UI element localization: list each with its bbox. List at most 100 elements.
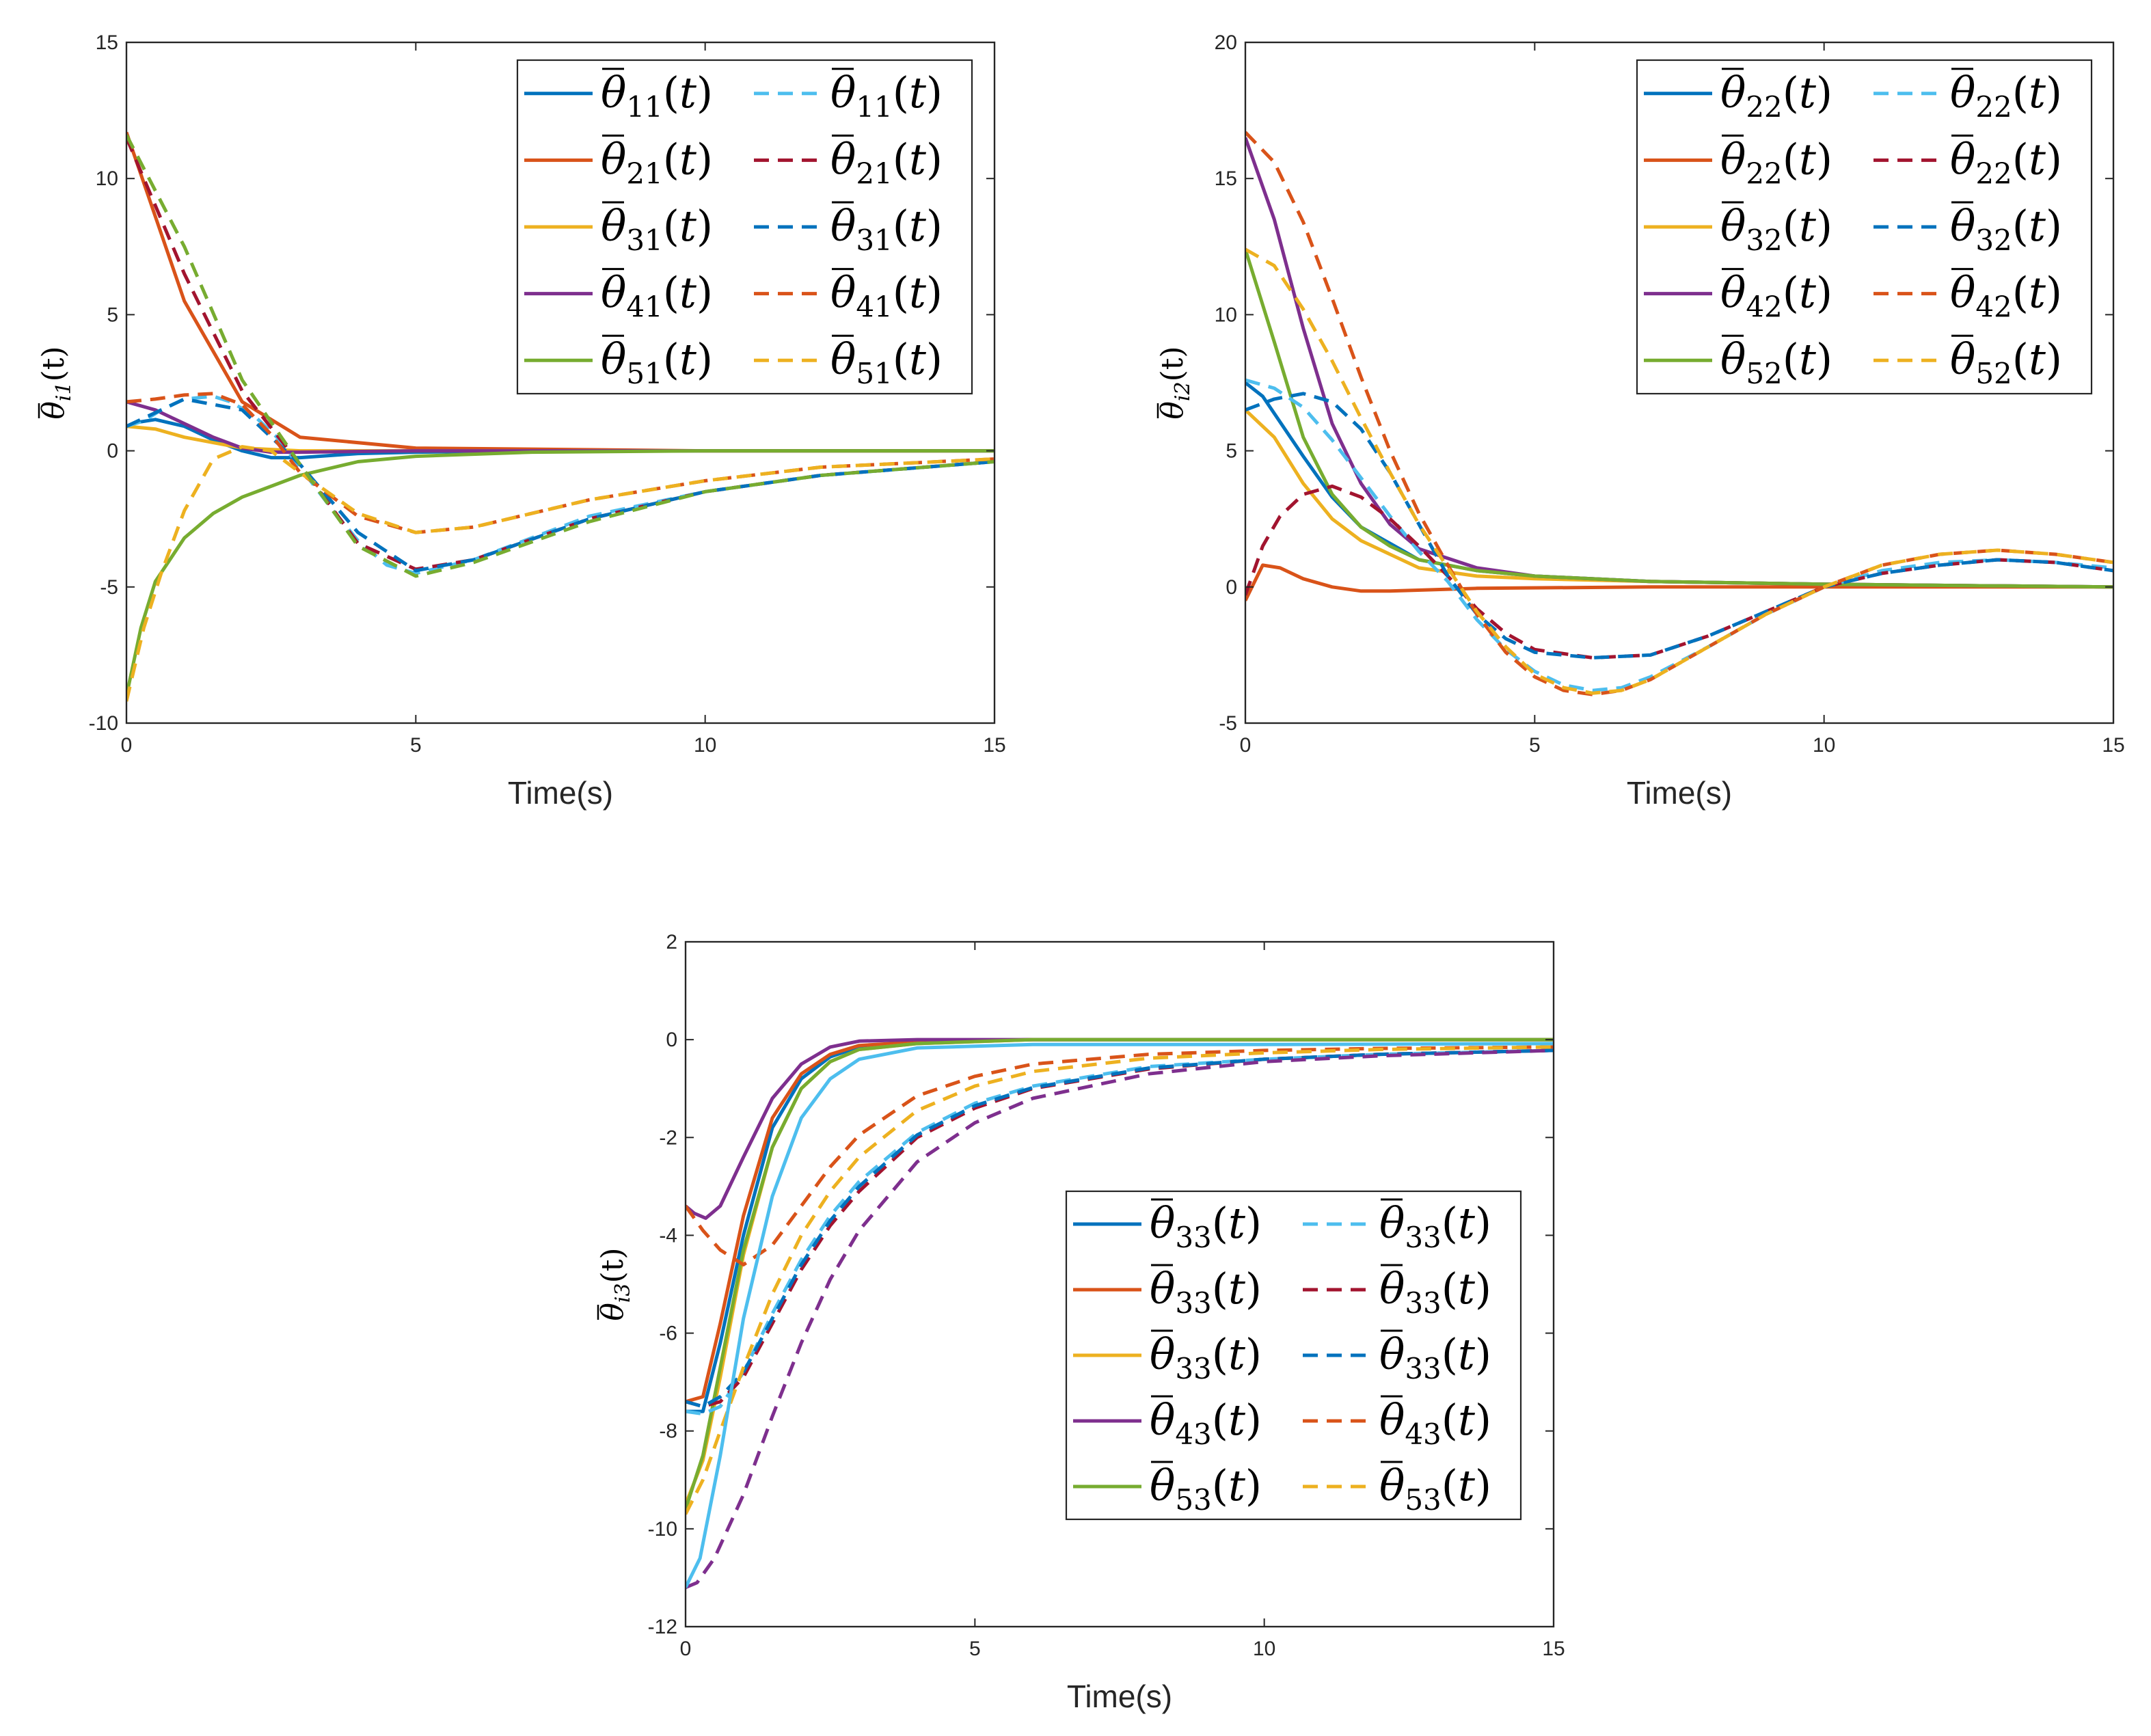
legend-label: θ33(t) [1150,1264,1262,1320]
legend-label: θ53(t) [1150,1461,1262,1517]
legend-box [516,59,973,395]
x-tick-label: 5 [969,1638,981,1660]
legend-label: θ52(t) [1950,334,2062,390]
y-tick-label: -6 [659,1323,677,1345]
series-line-11 [126,134,995,578]
y-tick-label: -8 [659,1420,677,1443]
x-tick-label: 15 [2102,734,2124,757]
legend-entry-1: θ11(t) [524,68,713,124]
x-tick-label: 0 [121,734,133,757]
legend-entry-3: θ32(t) [1644,201,1832,257]
legend-box [1065,1190,1522,1521]
legend-entry-8: θ33(t) [1303,1329,1491,1385]
axes-box [1244,41,2115,724]
x-tick-label: 0 [680,1638,692,1660]
series-line-10 [686,1045,1554,1515]
series-line-8 [686,1048,1554,1409]
x-tick-label: 15 [1542,1638,1565,1660]
chart-panel-1: 0 5 10 15 -10 -5 0 5 10 15 Time(s) θi1(t) θ11(t) θ21(… [36,31,1006,811]
series-group [1245,131,2113,696]
y-tick-label: 10 [1215,303,1237,326]
y-tick-label: -4 [659,1224,677,1247]
legend-label: θ21(t) [601,134,713,190]
series-line-5 [126,449,995,696]
chart-panel-3: 0 5 10 15 -12 -10 -8 -6 -4 -2 0 2 Time(s) θi3(t) θ33(t… [595,931,1565,1714]
legend-label: θ43(t) [1150,1395,1262,1451]
series-line-7 [686,1048,1554,1409]
legend-label: θ53(t) [1379,1461,1491,1517]
legend-label: θ33(t) [1150,1329,1262,1385]
x-tick-label: 5 [1529,734,1541,757]
legend-entry-4: θ42(t) [1644,268,1832,324]
legend-label: θ51(t) [601,334,713,390]
legend-entry-9: θ42(t) [1873,268,2062,324]
y-tick-label: 2 [666,931,677,953]
series-line-5 [686,1037,1554,1510]
y-tick-label: -12 [648,1616,677,1638]
legend-label: θ22(t) [1720,134,1832,190]
legend-entry-7: θ22(t) [1873,134,2062,190]
legend-label: θ32(t) [1950,201,2062,257]
x-tick-label: 10 [1253,1638,1275,1660]
svg-text:θi3(t): θi3(t) [595,1247,635,1320]
x-tick-label: 5 [410,734,422,757]
y-tick-label: 0 [666,1029,677,1051]
series-line-10 [126,445,995,702]
legend-entry-5: θ53(t) [1073,1461,1262,1517]
legend-label: θ41(t) [830,268,943,324]
legend-entry-2: θ33(t) [1073,1264,1262,1320]
x-axis-label: Time(s) [1067,1679,1172,1714]
legend-entry-4: θ41(t) [524,268,713,324]
series-line-10 [1245,247,2113,695]
series-line-5 [1245,249,2113,589]
series-line-2 [1245,563,2113,601]
legend-label: θ33(t) [1379,1329,1491,1385]
chart-panel-2: 0 5 10 15-505101520Time(s)θi2(t)θ22(t)θ22(t… [1155,31,2125,811]
axes-box [125,41,996,724]
legend-entry-10: θ52(t) [1873,334,2062,390]
legend-entry-3: θ31(t) [524,201,713,257]
series-line-7 [1245,484,2113,660]
legend-label: θ33(t) [1379,1264,1491,1320]
legend-entry-6: θ33(t) [1303,1198,1491,1254]
series-line-8 [1245,392,2113,660]
legend-entry-9: θ43(t) [1303,1395,1491,1451]
y-axis-label: θi1(t) [36,346,76,419]
legend-label: θ41(t) [601,268,713,324]
legend-label: θ51(t) [830,334,943,390]
legend-entry-2: θ21(t) [524,134,713,190]
legend-entry-10: θ51(t) [754,334,943,390]
y-tick-label: 10 [96,167,118,190]
series-group [126,131,995,702]
legend-entry-6: θ22(t) [1873,68,2062,124]
legend-entry-5: θ51(t) [524,334,713,390]
x-axis-label: Time(s) [1627,775,1732,811]
legend-label: θ22(t) [1720,68,1832,124]
legend-label: θ31(t) [601,201,713,257]
x-axis-label: Time(s) [508,775,613,811]
series-line-6 [686,1048,1554,1416]
y-tick-label: 20 [1215,31,1237,54]
legend-label: θ11(t) [830,68,943,124]
legend-entry-7: θ33(t) [1303,1264,1491,1320]
x-tick-label: 15 [983,734,1005,757]
legend-entry-10: θ53(t) [1303,1461,1491,1517]
legend-entry-7: θ21(t) [754,134,943,190]
series-line-9 [1245,131,2113,696]
legend: θ11(t) θ21(t) θ31(t) θ41(t) θ51(t) θ11(t) θ21(… [516,59,973,395]
legend-entry-8: θ31(t) [754,201,943,257]
series-line-8 [126,397,995,573]
y-tick-label: -5 [100,576,118,599]
legend-label: θ11(t) [601,68,713,124]
y-tick-label: -5 [1219,712,1237,735]
legend-label: θ22(t) [1950,68,2062,124]
legend-label: θ52(t) [1720,334,1832,390]
y-tick-label: -10 [648,1518,677,1541]
y-tick-label: -2 [659,1126,677,1149]
series-line-11 [686,1048,1554,1590]
legend-label: θ32(t) [1720,201,1832,257]
legend-label: θ33(t) [1150,1198,1262,1254]
y-tick-label: 15 [96,31,118,54]
legend-entry-4: θ43(t) [1073,1395,1262,1451]
